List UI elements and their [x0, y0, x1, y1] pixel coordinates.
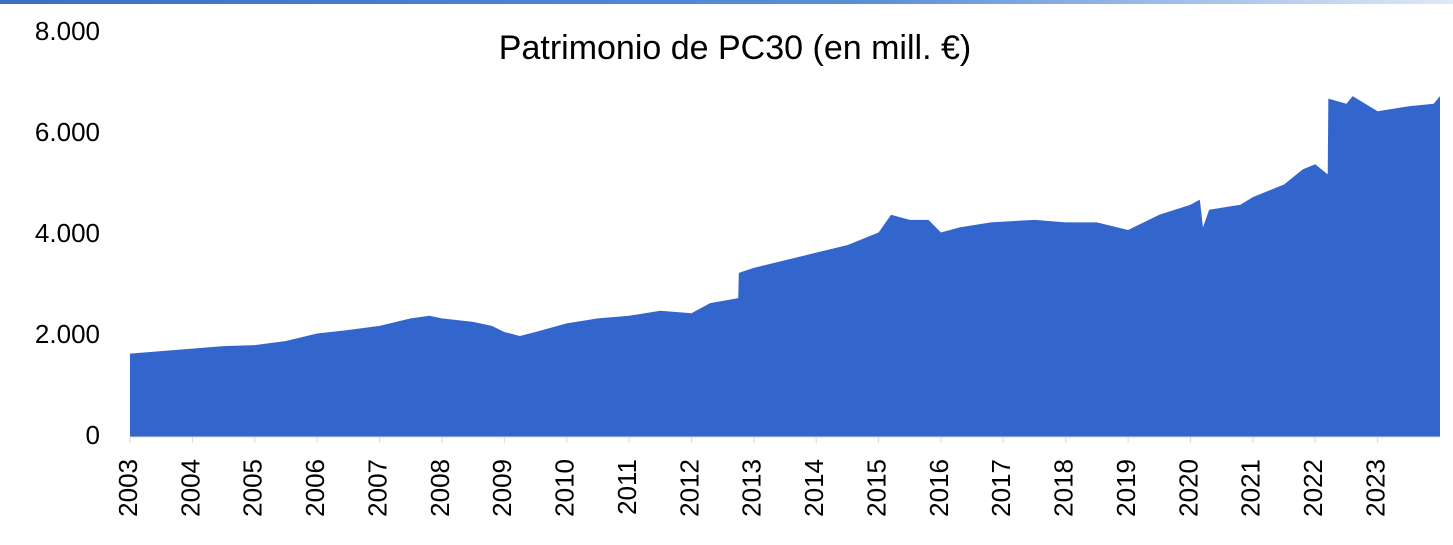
x-tick-label: 2005 — [238, 459, 268, 517]
top-bar — [0, 0, 1453, 4]
x-tick-label: 2007 — [362, 459, 392, 517]
x-tick-label: 2008 — [425, 459, 455, 517]
x-tick-label: 2010 — [550, 459, 580, 517]
x-tick-label: 2012 — [674, 459, 704, 517]
x-tick-label: 2003 — [113, 459, 143, 517]
x-tick-label: 2006 — [300, 459, 330, 517]
y-tick-label: 0 — [86, 420, 100, 450]
x-tick-label: 2021 — [1236, 459, 1266, 517]
x-tick-label: 2015 — [861, 459, 891, 517]
x-tick-label: 2023 — [1360, 459, 1390, 517]
x-tick-label: 2004 — [175, 459, 205, 517]
x-tick-label: 2018 — [1049, 459, 1079, 517]
x-tick-label: 2020 — [1173, 459, 1203, 517]
x-tick-label: 2022 — [1298, 459, 1328, 517]
y-tick-label: 2.000 — [35, 319, 100, 349]
x-tick-label: 2017 — [986, 459, 1016, 517]
x-tick-label: 2009 — [487, 459, 517, 517]
x-tick-label: 2011 — [612, 459, 642, 515]
y-tick-label: 6.000 — [35, 117, 100, 147]
y-tick-label: 4.000 — [35, 218, 100, 248]
x-tick-label: 2016 — [924, 459, 954, 517]
chart-title: Patrimonio de PC30 (en mill. €) — [499, 29, 971, 67]
x-tick-label: 2019 — [1111, 459, 1141, 517]
area — [130, 96, 1440, 437]
y-tick-label: 8.000 — [35, 16, 100, 46]
x-tick-label: 2014 — [799, 459, 829, 517]
x-tick-label: 2013 — [737, 459, 767, 517]
